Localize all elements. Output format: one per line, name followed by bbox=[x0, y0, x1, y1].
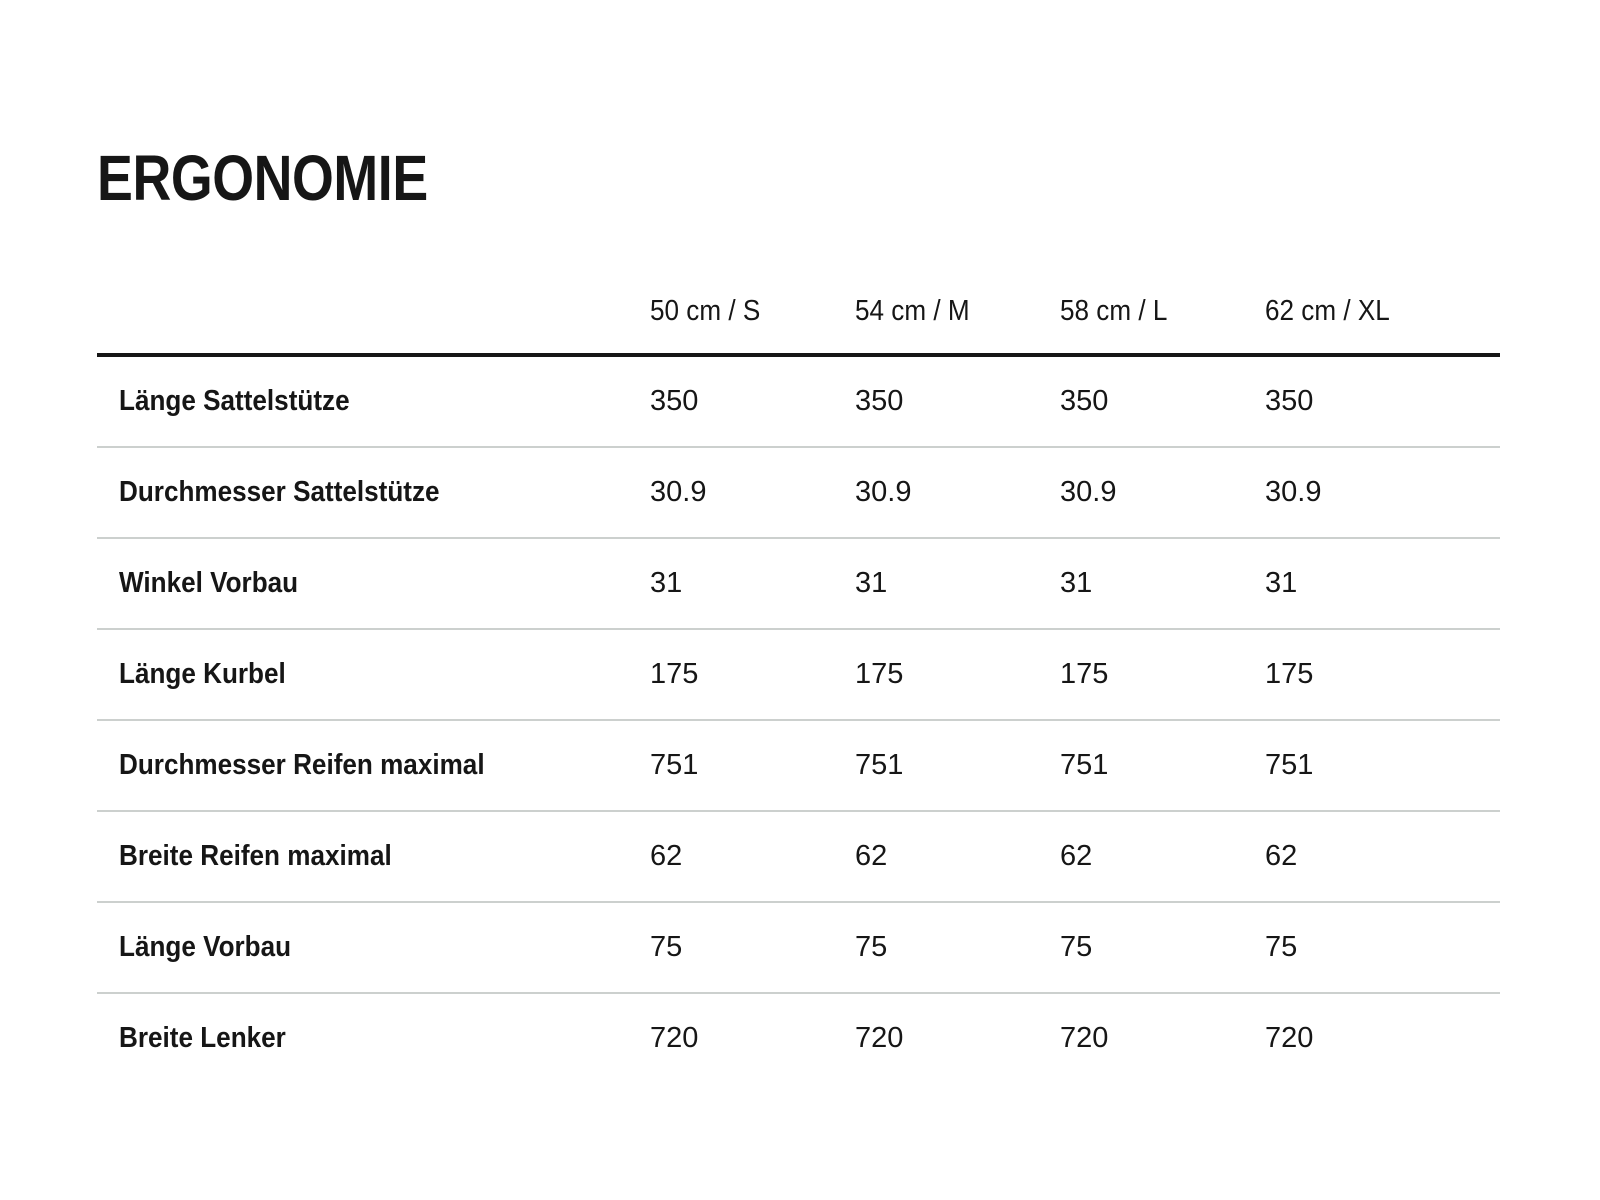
spec-value: 350 bbox=[650, 385, 699, 417]
column-header-size-xl: 62 cm / XL bbox=[1265, 270, 1500, 357]
column-header-size-s: 50 cm / S bbox=[650, 270, 855, 357]
table-row: Breite Lenker 720 720 720 720 bbox=[97, 992, 1500, 1083]
spec-value: 175 bbox=[650, 628, 855, 720]
row-label: Breite Lenker bbox=[97, 992, 650, 1083]
spec-value: 30.9 bbox=[1060, 446, 1265, 538]
spec-value: 31 bbox=[1265, 537, 1500, 629]
table-row: Durchmesser Sattelstütze 30.9 30.9 30.9 … bbox=[97, 446, 1500, 538]
table-row: Breite Reifen maximal 62 62 62 62 bbox=[97, 810, 1500, 902]
spec-value: 62 bbox=[650, 810, 855, 902]
spec-value: 30.9 bbox=[1265, 446, 1500, 538]
spec-value: 350 bbox=[1265, 385, 1314, 417]
spec-value: 751 bbox=[855, 719, 1060, 811]
spec-value: 751 bbox=[650, 719, 855, 811]
size-header-row: 50 cm / S 54 cm / M 58 cm / L 62 cm / XL bbox=[97, 270, 1500, 357]
ergonomics-table: 50 cm / S 54 cm / M 58 cm / L 62 cm / XL… bbox=[97, 270, 1500, 1083]
row-label: Winkel Vorbau bbox=[97, 537, 650, 629]
spec-value: 62 bbox=[1060, 810, 1265, 902]
column-header-size-l: 58 cm / L bbox=[1060, 270, 1265, 357]
spec-value: 62 bbox=[855, 810, 1060, 902]
spec-value: 75 bbox=[1265, 901, 1500, 993]
spec-value: 175 bbox=[1060, 628, 1265, 720]
table-row: Länge Vorbau 75 75 75 75 bbox=[97, 901, 1500, 993]
spec-value: 751 bbox=[1265, 719, 1500, 811]
table-row: Länge Kurbel 175 175 175 175 bbox=[97, 628, 1500, 720]
spec-value: 62 bbox=[1265, 810, 1500, 902]
label-column-header bbox=[97, 270, 650, 357]
row-label: Durchmesser Sattelstütze bbox=[97, 446, 650, 538]
row-label: Länge Sattelstütze bbox=[119, 385, 350, 417]
spec-value: 175 bbox=[1265, 628, 1500, 720]
spec-value: 720 bbox=[1060, 992, 1265, 1083]
spec-value: 350 bbox=[1060, 385, 1109, 417]
row-label: Breite Reifen maximal bbox=[97, 810, 650, 902]
spec-value: 31 bbox=[650, 537, 855, 629]
spec-value: 350 bbox=[855, 385, 904, 417]
column-header-size-m: 54 cm / M bbox=[855, 270, 1060, 357]
row-label: Länge Kurbel bbox=[97, 628, 650, 720]
table-row: Winkel Vorbau 31 31 31 31 bbox=[97, 537, 1500, 629]
spec-value: 30.9 bbox=[855, 446, 1060, 538]
spec-value: 75 bbox=[855, 901, 1060, 993]
row-label: Durchmesser Reifen maximal bbox=[97, 719, 650, 811]
page-title: ERGONOMIE bbox=[97, 146, 1500, 210]
spec-value: 31 bbox=[1060, 537, 1265, 629]
spec-value: 720 bbox=[855, 992, 1060, 1083]
spec-value: 30.9 bbox=[650, 446, 855, 538]
spec-value: 720 bbox=[1265, 992, 1500, 1083]
table-row: Durchmesser Reifen maximal 751 751 751 7… bbox=[97, 719, 1500, 811]
spec-value: 31 bbox=[855, 537, 1060, 629]
row-label: Länge Vorbau bbox=[97, 901, 650, 993]
ergonomics-section: ERGONOMIE 50 cm / S 54 cm / M 58 cm / L … bbox=[97, 0, 1500, 1083]
page-title-text: ERGONOMIE bbox=[97, 142, 428, 214]
spec-value: 751 bbox=[1060, 719, 1265, 811]
spec-value: 75 bbox=[650, 901, 855, 993]
spec-value: 75 bbox=[1060, 901, 1265, 993]
spec-value: 720 bbox=[650, 992, 855, 1083]
spec-value: 175 bbox=[855, 628, 1060, 720]
table-row: Länge Sattelstütze 350 350 350 350 bbox=[97, 355, 1500, 447]
